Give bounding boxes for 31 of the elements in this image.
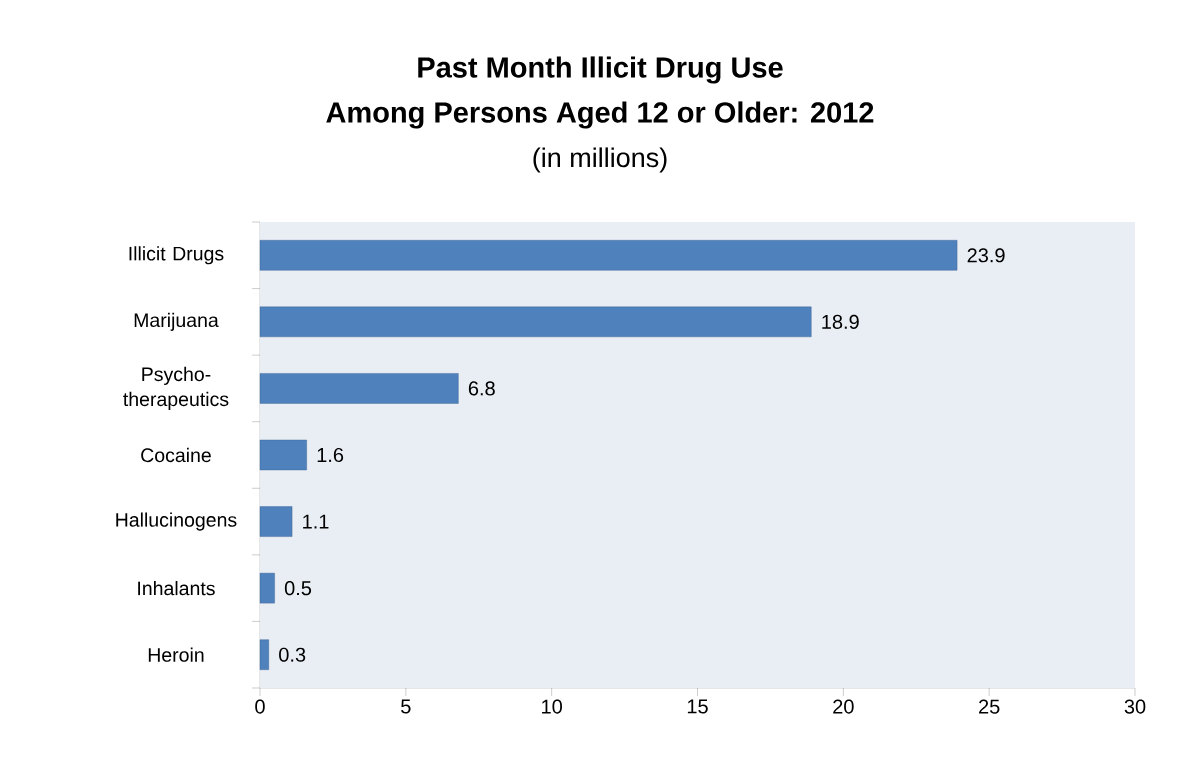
y-tick-label: Illicit Drugs	[129, 246, 224, 265]
bar	[259, 639, 269, 670]
x-tick-label: 5	[401, 699, 411, 714]
bar	[259, 240, 958, 271]
chart-subtitle: Among Persons Aged 12 or Older: 2012	[326, 101, 874, 129]
bar	[259, 306, 812, 338]
bar	[259, 373, 459, 404]
y-tick-label: Marijuana	[134, 312, 219, 331]
data-label: 6.8	[468, 381, 495, 396]
bar	[259, 439, 307, 471]
y-tick-label: Hallucinogens	[116, 512, 237, 531]
chart-title: Past Month Illicit Drug Use	[418, 56, 783, 84]
y-tick-label: Cocaine	[141, 447, 211, 463]
x-tick-label: 20	[833, 699, 854, 714]
y-tick-label: Heroin	[148, 647, 204, 662]
x-tick-label: 15	[687, 699, 708, 714]
x-tick-label: 0	[255, 699, 265, 714]
x-tick-label: 10	[542, 699, 562, 714]
bar	[259, 506, 293, 537]
y-tick-label: Psycho-therapeutics	[123, 366, 229, 411]
data-label: 18.9	[822, 314, 859, 329]
bar	[259, 572, 275, 604]
data-label: 1.1	[303, 514, 329, 529]
x-tick-label: 30	[1124, 699, 1146, 714]
text: (in millions)	[533, 147, 667, 173]
data-label: 1.6	[317, 447, 344, 463]
x-tick-label: 25	[979, 699, 1000, 714]
data-label: 23.9	[967, 248, 1005, 263]
data-label: 0.3	[279, 647, 306, 662]
y-tick-label: Inhalants	[138, 580, 215, 596]
data-label: 0.5	[284, 581, 312, 596]
